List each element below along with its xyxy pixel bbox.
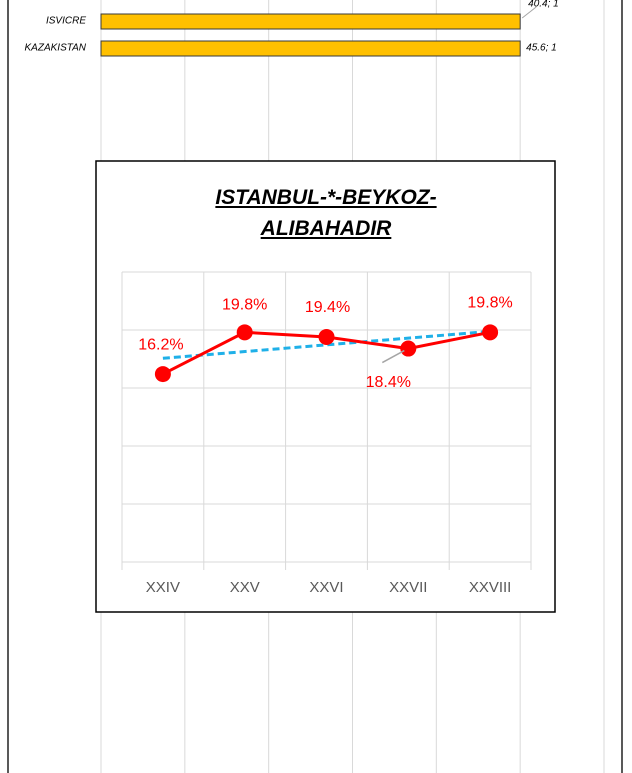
data-label: 18.4% — [366, 374, 411, 391]
data-label: 45.6; 1 — [526, 43, 557, 54]
bar — [100, 40, 521, 57]
x-tick-label: XXVII — [389, 579, 427, 596]
line-chart: XXIV XXV XXVI XXVII XXVIII 16.2% 19.8% 19.4% 18.… — [121, 271, 532, 596]
chart-frame — [95, 160, 556, 613]
data-label: 40.4; 1 — [528, 0, 559, 10]
data-label: 19.8% — [467, 295, 512, 312]
x-tick-label: XXV — [230, 579, 260, 596]
data-label: 16.2% — [138, 336, 183, 353]
data-label: 19.4% — [305, 299, 350, 316]
leader-line — [381, 349, 405, 364]
point — [236, 324, 253, 341]
chart-title: ISTANBUL-*-BEYKOZ-ALIBAHADIR — [215, 186, 437, 240]
y-tick-label: ISVICRE — [46, 16, 86, 27]
leader-line — [521, 6, 537, 19]
point — [482, 324, 499, 341]
x-tick-label: XXVI — [309, 579, 343, 596]
y-tick-label: KAZAKISTAN — [25, 43, 87, 54]
point — [400, 340, 417, 357]
x-tick-label: XXVIII — [469, 579, 512, 596]
point — [154, 366, 171, 383]
x-tick-label: XXIV — [146, 579, 180, 596]
data-label: 19.8% — [222, 297, 267, 314]
point — [318, 328, 335, 345]
bar — [100, 13, 521, 30]
